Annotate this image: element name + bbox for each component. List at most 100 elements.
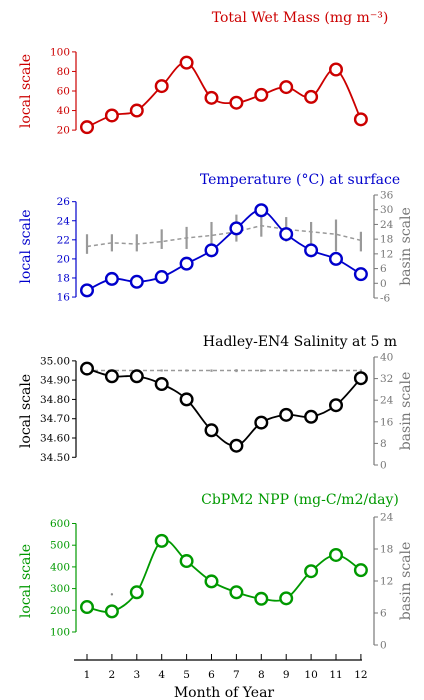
right-tick-label: 24 [380, 219, 394, 231]
left-axis-label: local scale [18, 209, 34, 283]
basin-outlier [110, 593, 114, 596]
x-tick-label: 12 [354, 669, 367, 681]
panel-3: Hadley-EN4 Salinity at 5 m 34.50 34.60 34.7… [18, 334, 414, 472]
data-point [279, 227, 294, 242]
right-tick-label: 8 [380, 438, 387, 450]
panel-4: CbPM2 NPP (mg-C/m2/day)10020030040050060… [18, 492, 414, 652]
data-point [79, 361, 94, 376]
panel-1: Total Wet Mass (mg m⁻³) 20 40 60 80 100 local … [18, 10, 388, 137]
right-tick-label: 6 [380, 263, 387, 275]
left-tick-label: 80 [57, 66, 70, 78]
left-tick-label: 100 [50, 46, 70, 58]
x-tick-label: 5 [183, 669, 190, 681]
data-point [129, 103, 144, 118]
data-point [254, 87, 269, 102]
data-point [254, 591, 269, 606]
x-tick-label: 8 [258, 669, 265, 681]
data-point [129, 585, 144, 600]
basin-mean-line [86, 224, 362, 248]
right-tick-label: 24 [380, 395, 394, 407]
data-point [129, 274, 144, 289]
data-point [79, 600, 94, 615]
data-point [204, 574, 219, 589]
data-point [179, 554, 194, 569]
data-point [229, 438, 244, 453]
local-series-line [86, 539, 362, 613]
left-tick-label: 26 [57, 196, 71, 208]
right-tick-label: 16 [380, 416, 394, 428]
panel-title: Temperature (°C) at surface [200, 172, 400, 188]
right-tick-label: 6 [380, 608, 387, 620]
panel-2: Temperature (°C) at surface 16 18 20 22 24 26 l… [18, 172, 414, 305]
data-point [104, 369, 119, 384]
right-tick-label: 30 [380, 204, 393, 216]
data-point [129, 369, 144, 384]
x-tick-label: 3 [133, 669, 140, 681]
local-series-line [86, 61, 362, 128]
data-point [179, 55, 194, 70]
data-point [154, 270, 169, 285]
data-point [179, 256, 194, 271]
data-point [304, 243, 319, 258]
data-point [329, 547, 344, 562]
right-tick-label: -6 [380, 293, 391, 305]
data-point [204, 243, 219, 258]
right-tick-label: 40 [380, 352, 393, 364]
right-tick-label: 12 [380, 576, 393, 588]
data-point [154, 533, 169, 548]
data-point [279, 80, 294, 95]
x-tick-label: 10 [304, 669, 317, 681]
x-tick-label: 6 [208, 669, 215, 681]
panel-title: Hadley-EN4 Salinity at 5 m [203, 334, 397, 350]
right-axis-label: basin scale [398, 372, 414, 451]
data-point [329, 398, 344, 413]
x-tick-label: 2 [109, 669, 116, 681]
right-tick-label: 0 [380, 278, 387, 290]
left-tick-label: 34.60 [40, 433, 70, 445]
data-point [279, 591, 294, 606]
data-point [104, 108, 119, 123]
left-tick-label: 300 [50, 583, 70, 595]
data-point [254, 203, 269, 218]
left-tick-label: 24 [57, 215, 71, 227]
left-tick-label: 34.70 [40, 413, 70, 425]
x-tick-label: 4 [158, 669, 165, 681]
left-tick-label: 20 [57, 125, 70, 137]
data-point [229, 585, 244, 600]
panel-title: Total Wet Mass (mg m⁻³) [212, 10, 389, 26]
data-point [329, 62, 344, 77]
left-tick-label: 100 [50, 626, 70, 638]
right-axis-label: basin scale [398, 542, 414, 621]
x-axis-label: Month of Year [174, 685, 275, 700]
data-point [304, 89, 319, 104]
data-point [204, 423, 219, 438]
data-point [304, 564, 319, 579]
data-point [353, 371, 368, 386]
left-axis-label: local scale [18, 544, 34, 618]
right-tick-label: 18 [380, 234, 393, 246]
right-tick-label: 0 [380, 640, 387, 652]
panel-title: CbPM2 NPP (mg-C/m2/day) [201, 492, 399, 508]
x-tick-label: 9 [283, 669, 290, 681]
x-tick-label: 11 [329, 669, 342, 681]
left-tick-label: 22 [57, 234, 70, 246]
left-axis-label: local scale [18, 54, 34, 128]
data-point [204, 90, 219, 105]
right-tick-label: 12 [380, 248, 393, 260]
data-point [229, 221, 244, 236]
right-tick-label: 36 [380, 190, 394, 202]
local-series-line [86, 367, 362, 447]
right-tick-label: 18 [380, 544, 393, 556]
data-point [79, 120, 94, 135]
right-tick-label: 0 [380, 460, 387, 472]
x-tick-label: 1 [84, 669, 91, 681]
left-tick-label: 400 [50, 561, 70, 573]
local-series-line [86, 209, 362, 292]
data-point [154, 79, 169, 94]
data-point [279, 407, 294, 422]
data-point [353, 267, 368, 282]
left-tick-label: 34.50 [40, 452, 70, 464]
left-tick-label: 35.00 [40, 355, 70, 367]
